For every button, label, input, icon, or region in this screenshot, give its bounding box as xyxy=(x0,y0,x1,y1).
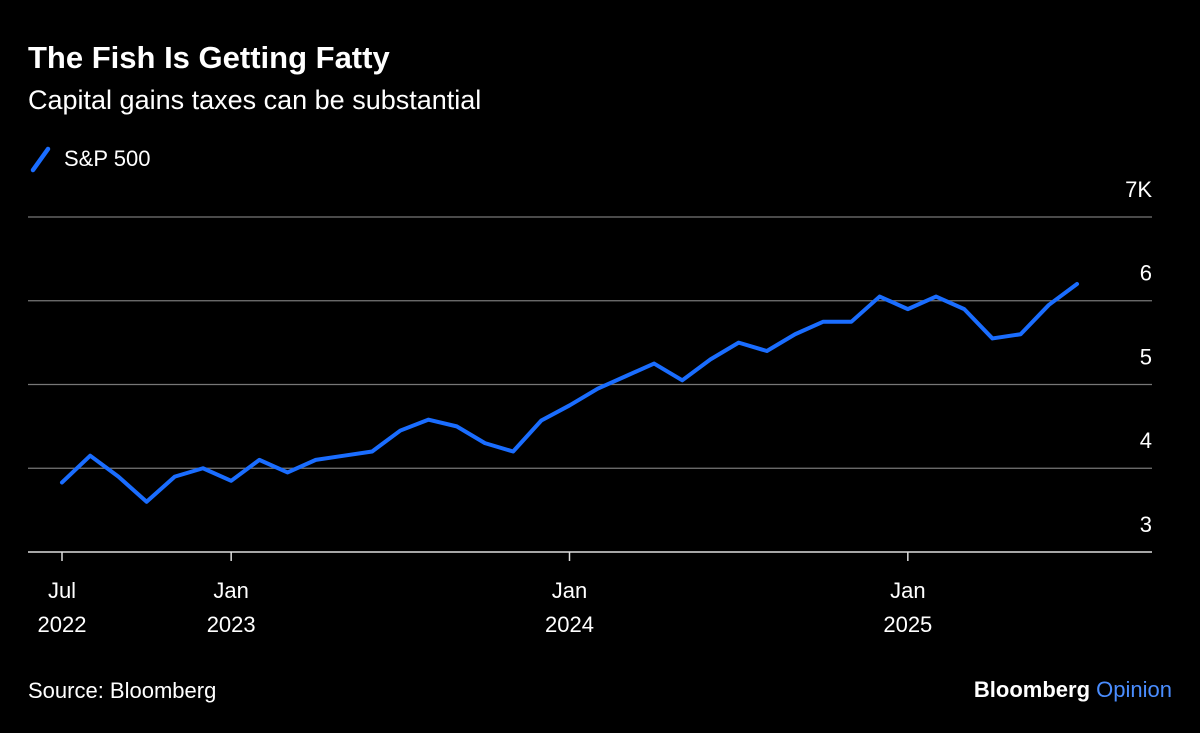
brand-suffix: Opinion xyxy=(1096,677,1172,702)
legend-swatch xyxy=(30,146,51,173)
brand-name: Bloomberg xyxy=(974,677,1090,702)
brand: Bloomberg Opinion xyxy=(974,677,1172,702)
x-tick-label-line: Jan xyxy=(213,578,248,603)
x-tick-label: Jan 2025 xyxy=(883,578,932,637)
x-tick-label-line: Jan xyxy=(890,578,925,603)
y-tick-label: 7K xyxy=(1125,177,1152,202)
x-tick-label: Jan 2023 xyxy=(207,578,256,637)
x-tick-label: Jan 2024 xyxy=(545,578,594,637)
y-tick-label: 5 xyxy=(1140,344,1152,369)
chart-title: The Fish Is Getting Fatty xyxy=(28,40,390,75)
y-tick-label: 4 xyxy=(1140,428,1152,453)
x-tick-label-line: 2025 xyxy=(883,612,932,637)
x-tick-label-line: Jan xyxy=(552,578,587,603)
x-tick-label-line: Jul xyxy=(48,578,76,603)
chart-subtitle: Capital gains taxes can be substantial xyxy=(28,85,481,115)
source: Source: Bloomberg xyxy=(28,678,216,703)
x-tick-label: Jul 2022 xyxy=(38,578,87,637)
x-tick-label-line: 2023 xyxy=(207,612,256,637)
y-tick-label: 6 xyxy=(1140,261,1152,286)
y-tick-label: 3 xyxy=(1140,512,1152,537)
line xyxy=(60,282,1079,504)
legend-label: S&P 500 xyxy=(64,146,150,171)
x-tick-label-line: 2022 xyxy=(38,612,87,637)
x-tick-label-line: 2024 xyxy=(545,612,594,637)
